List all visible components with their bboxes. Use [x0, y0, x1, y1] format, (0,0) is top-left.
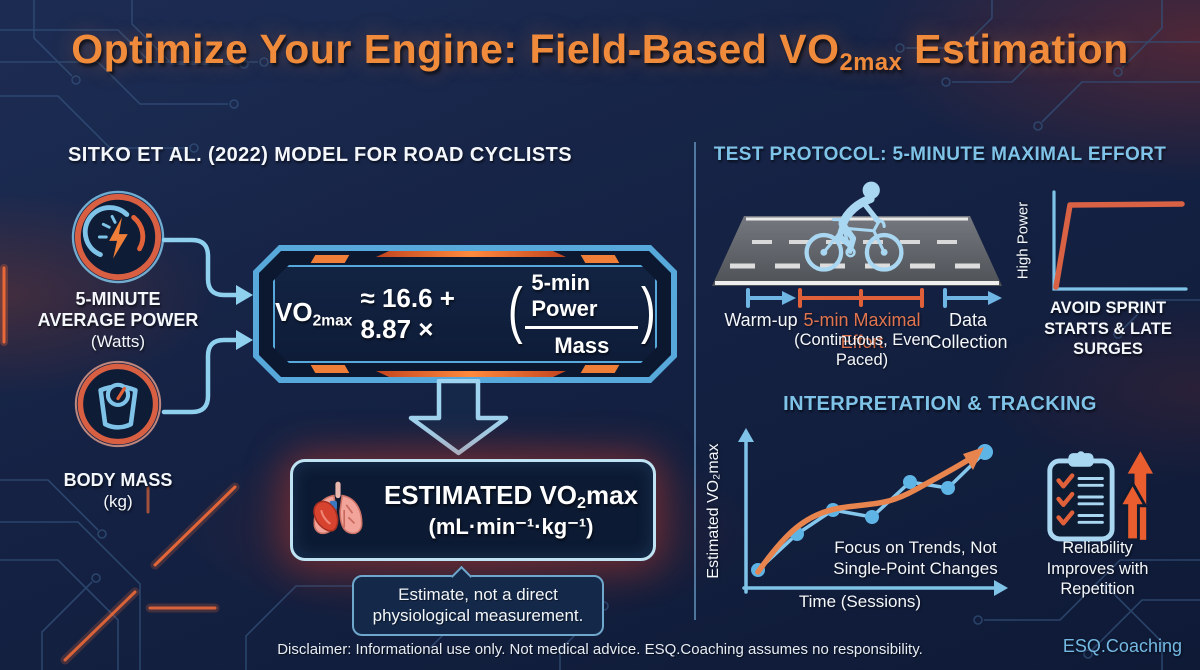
title-text-pre: Optimize Your Engine: Field-Based VO: [71, 26, 840, 72]
brand-logo: ESQ.Coaching: [1062, 636, 1182, 656]
power-gauge-icon: [71, 190, 165, 284]
footer-disclaimer: Disclaimer: Informational use only. Not …: [277, 641, 923, 658]
formula-lhs: VO2max: [275, 297, 353, 330]
formula-box-chip: [581, 365, 620, 373]
note-bubble-text: Estimate, not a direct physiological mea…: [372, 585, 584, 625]
formula-close-paren: ): [641, 276, 657, 346]
formula-box-frame: VO2max ≈ 16.6 + 8.87 × ( 5-min Power Mas…: [259, 251, 671, 377]
timeline-effort-sublabel: (Continuous, Even Paced): [794, 331, 930, 369]
note-bubble-pointer: [450, 565, 473, 588]
pacing-chart-ylabel: High Power: [1014, 201, 1032, 280]
mass-label-line1: BODY MASS: [63, 470, 173, 490]
road-graphic: [712, 216, 1002, 286]
checklist-icon: [1047, 451, 1154, 542]
formula-coefficients: ≈ 16.6 + 8.87 ×: [360, 283, 455, 344]
tracking-header: INTERPRETATION & TRACKING: [783, 393, 1097, 415]
formula-box-inner: VO2max ≈ 16.6 + 8.87 × ( 5-min Power Mas…: [273, 265, 657, 363]
down-arrow-icon: [408, 379, 509, 456]
page-title: Optimize Your Engine: Field-Based VO2max…: [0, 26, 1200, 77]
power-label-line1: 5-MINUTE: [75, 289, 161, 309]
timeline-warmup-label: Warm-up: [724, 310, 798, 330]
formula-numerator: 5-min Power: [525, 270, 638, 329]
tracking-note: Focus on Trends, Not Single-Point Change…: [833, 538, 998, 579]
estimated-title-subscript: 2: [577, 494, 586, 513]
power-label-line2: AVERAGE POWER: [37, 310, 199, 331]
protocol-header: TEST PROTOCOL: 5-MINUTE MAXIMAL EFFORT: [713, 144, 1167, 165]
formula-box-chip: [311, 255, 350, 263]
estimated-result-text: ESTIMATED VO2max (mL·min⁻¹·kg⁻¹): [369, 480, 653, 539]
cyclist-icon: [804, 181, 904, 272]
estimated-title: ESTIMATED VO2max: [383, 480, 639, 513]
formula-fraction: 5-min Power Mass: [525, 270, 638, 359]
section-divider: [694, 142, 696, 620]
power-label-unit: (Watts): [90, 332, 146, 352]
formula-denominator: Mass: [554, 332, 610, 358]
mass-label-unit: (kg): [103, 492, 133, 512]
heart-lungs-icon: [313, 481, 363, 535]
formula-box-accent-top: [376, 250, 566, 257]
formula-open-paren: (: [507, 276, 523, 346]
formula-box-chip: [581, 255, 620, 263]
timeline-collection-label: Data Collection: [928, 310, 1008, 352]
reliability-caption: Reliability Improves with Repetition: [1046, 539, 1149, 599]
timeline-effort-label: 5-min Maximal Effort: [803, 310, 921, 352]
note-bubble: Estimate, not a direct physiological mea…: [352, 565, 604, 637]
formula-text: VO2max ≈ 16.6 + 8.87 × ( 5-min Power Mas…: [275, 270, 655, 359]
body-scale-icon: [74, 360, 162, 448]
formula-lhs-subscript: 2max: [312, 312, 353, 330]
formula-box: VO2max ≈ 16.6 + 8.87 × ( 5-min Power Mas…: [253, 245, 677, 383]
power-input-label: 5-MINUTE AVERAGE POWER (Watts): [18, 289, 218, 354]
mass-input-label: BODY MASS (kg): [18, 470, 218, 513]
title-subscript: 2max: [839, 49, 903, 77]
protocol-timeline: [746, 288, 1002, 308]
formula-box-chip: [311, 365, 350, 373]
formula-box-accent-bottom: [376, 371, 566, 378]
estimated-units: (mL·min⁻¹·kg⁻¹): [428, 513, 594, 539]
estimated-result-box: ESTIMATED VO2max (mL·min⁻¹·kg⁻¹): [290, 459, 656, 561]
input-connector-arrows: [161, 237, 253, 415]
pacing-caption: AVOID SPRINT STARTS & LATE SURGES: [1044, 299, 1172, 359]
title-text-post: Estimation: [902, 26, 1129, 72]
left-section-header: SITKO ET AL. (2022) MODEL FOR ROAD CYCLI…: [68, 144, 572, 166]
pacing-chart: [1052, 190, 1188, 291]
tracking-chart-xlabel: Time (Sessions): [798, 592, 922, 611]
tracking-chart: [738, 428, 1008, 596]
